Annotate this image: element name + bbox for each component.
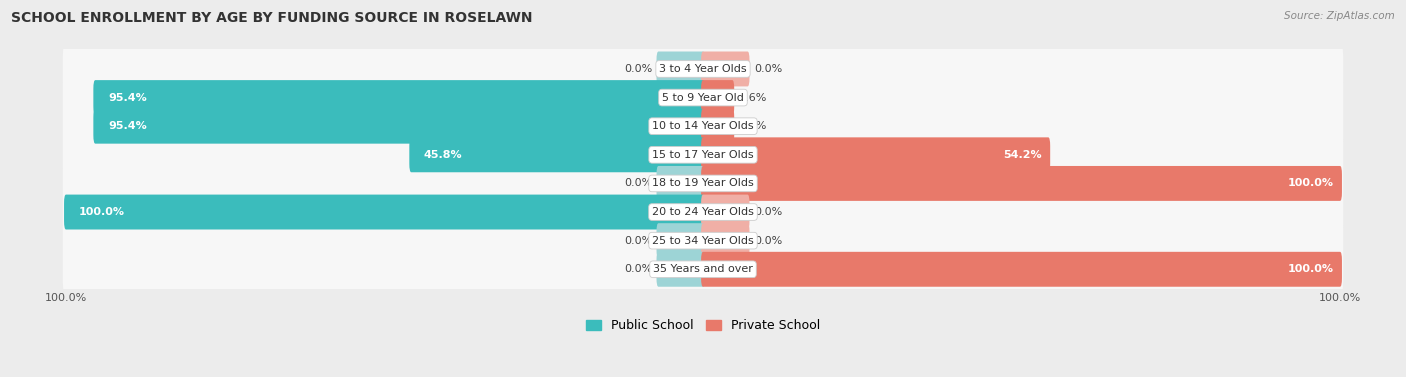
Text: 0.0%: 0.0% xyxy=(754,207,782,217)
FancyBboxPatch shape xyxy=(657,166,704,201)
Text: 95.4%: 95.4% xyxy=(108,93,146,103)
FancyBboxPatch shape xyxy=(702,166,1341,201)
FancyBboxPatch shape xyxy=(93,109,704,144)
Text: 10 to 14 Year Olds: 10 to 14 Year Olds xyxy=(652,121,754,131)
FancyBboxPatch shape xyxy=(702,109,734,144)
FancyBboxPatch shape xyxy=(63,187,1343,237)
Text: 100.0%: 100.0% xyxy=(1288,178,1334,188)
Text: 3 to 4 Year Olds: 3 to 4 Year Olds xyxy=(659,64,747,74)
Text: 0.0%: 0.0% xyxy=(754,64,782,74)
Text: 20 to 24 Year Olds: 20 to 24 Year Olds xyxy=(652,207,754,217)
Text: 5 to 9 Year Old: 5 to 9 Year Old xyxy=(662,93,744,103)
Text: Source: ZipAtlas.com: Source: ZipAtlas.com xyxy=(1284,11,1395,21)
Text: 25 to 34 Year Olds: 25 to 34 Year Olds xyxy=(652,236,754,246)
FancyBboxPatch shape xyxy=(702,52,749,86)
FancyBboxPatch shape xyxy=(65,195,704,230)
Text: 18 to 19 Year Olds: 18 to 19 Year Olds xyxy=(652,178,754,188)
Text: 54.2%: 54.2% xyxy=(1004,150,1042,160)
Text: 4.6%: 4.6% xyxy=(738,121,768,131)
Text: 0.0%: 0.0% xyxy=(624,64,652,74)
FancyBboxPatch shape xyxy=(63,73,1343,123)
Text: 0.0%: 0.0% xyxy=(624,178,652,188)
Text: SCHOOL ENROLLMENT BY AGE BY FUNDING SOURCE IN ROSELAWN: SCHOOL ENROLLMENT BY AGE BY FUNDING SOUR… xyxy=(11,11,533,25)
FancyBboxPatch shape xyxy=(702,80,734,115)
FancyBboxPatch shape xyxy=(702,195,749,230)
Text: 100.0%: 100.0% xyxy=(79,207,125,217)
Text: 95.4%: 95.4% xyxy=(108,121,146,131)
FancyBboxPatch shape xyxy=(657,52,704,86)
FancyBboxPatch shape xyxy=(93,80,704,115)
Text: 100.0%: 100.0% xyxy=(1288,264,1334,274)
Text: 0.0%: 0.0% xyxy=(624,236,652,246)
FancyBboxPatch shape xyxy=(657,252,704,287)
FancyBboxPatch shape xyxy=(63,159,1343,208)
FancyBboxPatch shape xyxy=(702,137,1050,172)
Text: 0.0%: 0.0% xyxy=(624,264,652,274)
FancyBboxPatch shape xyxy=(657,223,704,258)
FancyBboxPatch shape xyxy=(63,130,1343,180)
Text: 45.8%: 45.8% xyxy=(425,150,463,160)
FancyBboxPatch shape xyxy=(63,216,1343,265)
Text: 15 to 17 Year Olds: 15 to 17 Year Olds xyxy=(652,150,754,160)
Text: 0.0%: 0.0% xyxy=(754,236,782,246)
FancyBboxPatch shape xyxy=(702,223,749,258)
Text: 35 Years and over: 35 Years and over xyxy=(652,264,754,274)
FancyBboxPatch shape xyxy=(63,44,1343,94)
FancyBboxPatch shape xyxy=(409,137,704,172)
Legend: Public School, Private School: Public School, Private School xyxy=(582,316,824,336)
FancyBboxPatch shape xyxy=(702,252,1341,287)
FancyBboxPatch shape xyxy=(63,244,1343,294)
Text: 4.6%: 4.6% xyxy=(738,93,768,103)
FancyBboxPatch shape xyxy=(63,101,1343,151)
